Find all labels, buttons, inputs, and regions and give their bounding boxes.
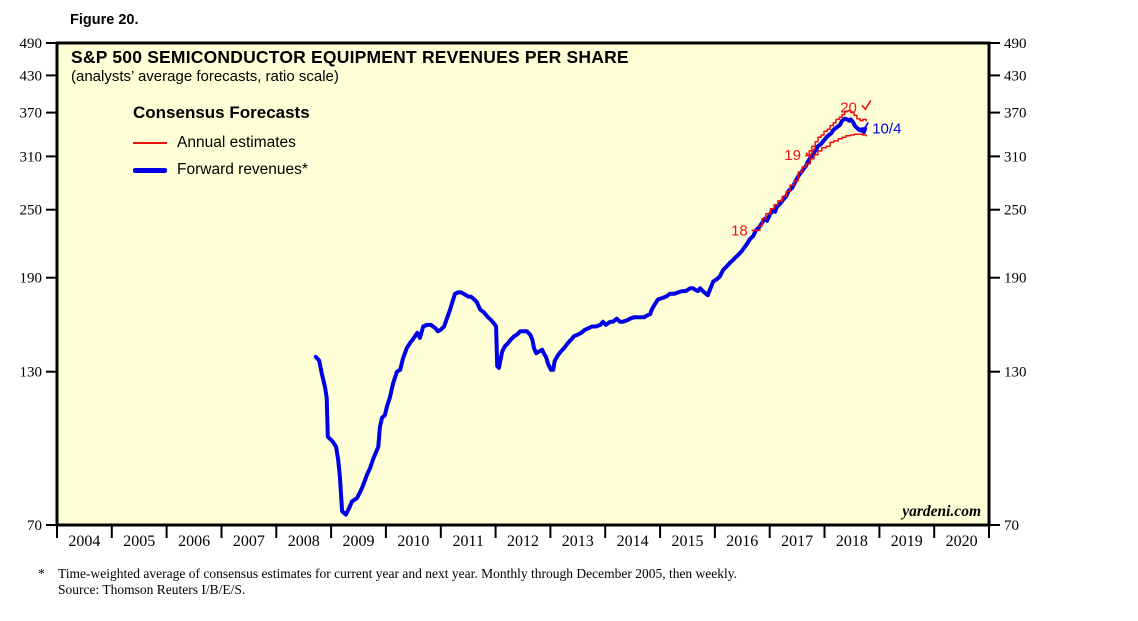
y-axis-label-right: 490 [1004,36,1027,52]
x-axis-label: 2019 [891,533,923,550]
y-axis-label-left: 130 [20,365,43,381]
series-annual-estimates-2019-20 [805,109,867,157]
x-axis-label: 2015 [672,533,704,550]
x-axis-label: 2014 [617,533,649,550]
y-axis-label-right: 130 [1004,365,1027,381]
y-axis-label-left: 250 [20,203,43,219]
x-axis-label: 2018 [836,533,868,550]
series-forward-revenues [313,116,868,517]
footnote-marker: * [38,566,45,581]
chart-title: S&P 500 SEMICONDUCTOR EQUIPMENT REVENUES… [71,47,629,67]
y-axis-label-left: 490 [20,36,43,52]
legend-item-forward-revenues: Forward revenues* [133,161,310,179]
y-axis-label-left: 370 [20,106,43,122]
y-axis-label-right: 70 [1004,518,1019,534]
x-axis-label: 2009 [343,533,375,550]
footnote-line1: Time-weighted average of consensus estim… [58,566,738,581]
annotation-20: 20 [840,100,857,117]
footnote-text: Time-weighted average of consensus estim… [58,566,737,597]
x-axis-label: 2005 [123,533,155,550]
x-axis-label: 2013 [562,533,594,550]
x-axis-label: 2017 [781,533,813,550]
y-axis-label-right: 430 [1004,68,1027,84]
annotation-check-icon [805,147,816,159]
series-annual-estimates-2018 [757,133,867,227]
legend-item-label: Forward revenues* [177,161,308,178]
x-axis-label: 2012 [507,533,539,550]
annual-estimates-line-swatch [133,142,167,144]
x-axis-label: 2008 [288,533,320,550]
x-axis-label: 2016 [726,533,758,550]
y-axis-label-right: 310 [1004,149,1027,165]
legend-item-annual-estimates: Annual estimates [133,134,310,152]
figure-label: Figure 20. [70,12,139,28]
forward-revenues-line-swatch [133,167,167,173]
x-axis-label: 2006 [178,533,210,550]
watermark: yardeni.com [902,503,981,520]
annotation-check-icon [858,122,869,133]
x-axis-label: 2004 [68,533,100,550]
annotation-check-icon [861,99,872,111]
x-axis-label: 2011 [452,533,483,550]
x-axis-label: 2010 [397,533,429,550]
legend-item-label: Annual estimates [177,134,296,151]
annotation-18: 18 [731,223,748,240]
y-axis-label-right: 190 [1004,271,1027,287]
plot-frame [55,41,991,527]
y-axis-label-left: 190 [20,271,43,287]
annotation-19: 19 [784,147,801,164]
y-axis-label-left: 70 [27,518,42,534]
y-axis-label-right: 250 [1004,203,1027,219]
footnote: * Time-weighted average of consensus est… [38,566,737,597]
footnote-line2: Source: Thomson Reuters I/B/E/S. [58,581,246,597]
annotation-10-4: 10/4 [872,121,901,138]
legend: Consensus Forecasts Annual estimates For… [133,103,310,179]
x-axis-label: 2007 [233,533,265,550]
y-axis-label-left: 310 [20,149,43,165]
legend-title: Consensus Forecasts [133,103,310,122]
y-axis-label-right: 370 [1004,106,1027,122]
x-axis-label: 2020 [946,533,978,550]
chart-subtitle: (analysts’ average forecasts, ratio scal… [71,68,339,85]
y-axis-label-left: 430 [20,68,43,84]
